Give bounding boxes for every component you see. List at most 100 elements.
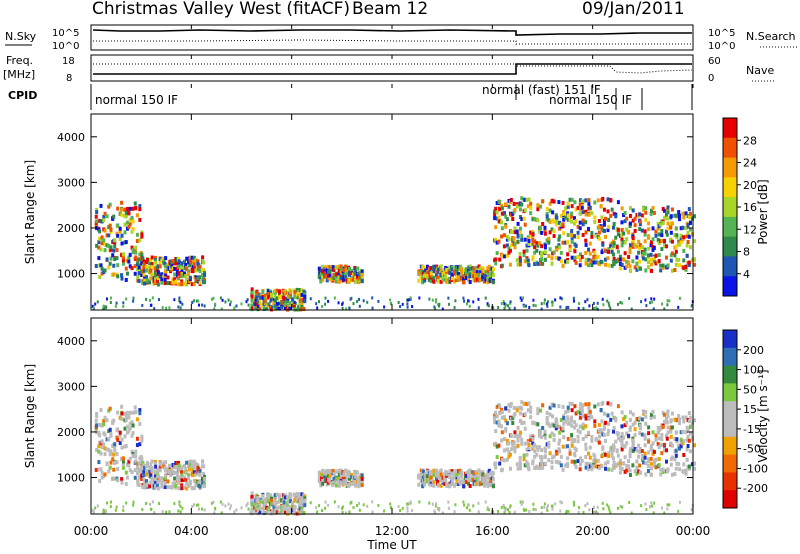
power-cell [133, 271, 137, 276]
power-cell [618, 266, 622, 271]
power-cell [543, 228, 547, 233]
velocity-cell [124, 444, 128, 449]
power-cell [128, 252, 132, 257]
velocity-cell [588, 445, 592, 450]
power-cell [620, 243, 624, 248]
power-cell [108, 261, 112, 266]
velocity-cell [168, 485, 172, 490]
power-cell [678, 296, 681, 300]
power-cell [682, 235, 686, 240]
velocity-colorbar-label: Velocity [m s⁻¹] [756, 369, 770, 462]
power-cell [339, 276, 343, 281]
power-cell [554, 222, 558, 227]
power-cell [612, 211, 616, 216]
power-cell [462, 296, 465, 300]
power-cell [565, 307, 568, 311]
velocity-cell [133, 475, 137, 480]
velocity-cell [143, 472, 147, 477]
velocity-cell [664, 459, 668, 464]
velocity-cell [115, 435, 119, 440]
power-cell [678, 213, 682, 218]
power-cell [122, 304, 125, 308]
power-cell [677, 210, 681, 215]
velocity-cell [332, 476, 336, 481]
power-cell [481, 272, 485, 277]
velocity-cell [578, 411, 582, 416]
power-cell [154, 260, 158, 265]
velocity-cell [434, 511, 437, 515]
velocity-cell [506, 508, 509, 512]
power-cell [432, 264, 436, 269]
velocity-cell [118, 440, 122, 445]
power-cell [518, 262, 522, 267]
power-cell [493, 212, 497, 217]
velocity-cell [135, 466, 139, 471]
velocity-cell [564, 419, 568, 424]
power-cell [562, 212, 566, 217]
velocity-cell [427, 481, 431, 486]
velocity-cell [229, 504, 232, 508]
power-cell [94, 223, 98, 228]
power-cell [321, 305, 324, 309]
velocity-cell [557, 441, 561, 446]
power-cell [122, 301, 125, 305]
velocity-cell [474, 469, 478, 474]
power-cell [479, 277, 483, 282]
power-cell [543, 245, 547, 250]
velocity-cell [538, 430, 542, 435]
power-cell [187, 269, 191, 274]
velocity-cell [640, 432, 644, 437]
velocity-cell [536, 465, 540, 470]
velocity-cell [607, 421, 611, 426]
power-cell [358, 304, 361, 308]
velocity-cell [293, 504, 296, 508]
velocity-cell [436, 483, 440, 488]
velocity-cell [584, 424, 588, 429]
velocity-cell [191, 463, 195, 468]
power-cell [558, 226, 562, 231]
velocity-cell [156, 483, 160, 488]
velocity-cell [136, 479, 140, 484]
power-cell [406, 305, 409, 309]
velocity-cell [273, 508, 277, 513]
velocity-cell [518, 434, 522, 439]
velocity-cell [576, 459, 580, 464]
power-cell [112, 248, 116, 253]
velocity-cell [677, 461, 681, 466]
power-cell [203, 270, 207, 275]
power-cell [509, 197, 513, 202]
power-cell [303, 299, 307, 304]
power-cell [174, 256, 178, 261]
power-cell [298, 307, 302, 312]
velocity-cell [142, 463, 146, 468]
power-cell [468, 266, 472, 271]
velocity-cell [558, 424, 562, 429]
velocity-cell [439, 477, 443, 482]
velocity-cell [278, 499, 282, 504]
power-cell [383, 305, 386, 309]
nave-label: Nave [746, 64, 774, 77]
velocity-cell [673, 471, 677, 476]
velocity-cell [638, 423, 642, 428]
power-cell [467, 277, 471, 282]
velocity-cell [131, 451, 135, 456]
velocity-cell [283, 495, 287, 500]
power-cell [350, 271, 354, 276]
velocity-cell [97, 449, 101, 454]
velocity-cell [493, 416, 497, 421]
power-cell [618, 257, 622, 262]
power-cell [194, 268, 198, 273]
power-cell [399, 305, 402, 309]
velocity-cell [669, 434, 673, 439]
velocity-cell [417, 475, 421, 480]
power-cell [256, 302, 260, 307]
velocity-cell [674, 430, 678, 435]
velocity-cell [263, 501, 266, 505]
power-cell [523, 237, 527, 242]
power-cell [566, 232, 570, 237]
colorbar-swatch [723, 256, 737, 277]
velocity-cell [538, 433, 542, 438]
power-cell [142, 273, 146, 278]
velocity-cell [356, 504, 359, 508]
power-cell [578, 263, 582, 268]
